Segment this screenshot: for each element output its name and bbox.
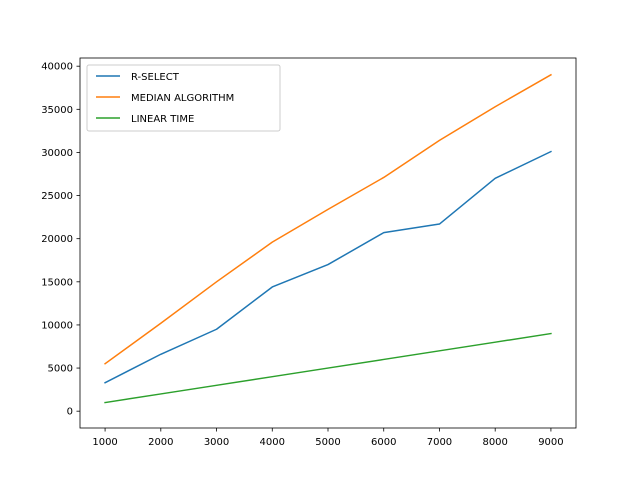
series-line-r-select (104, 150, 552, 384)
x-axis: 1000 2000 3000 4000 5000 6000 7000 8000 9000 (92, 428, 564, 448)
y-tick-label: 15000 (41, 277, 73, 288)
legend-box (86, 64, 281, 132)
plot-frame (79, 57, 577, 429)
x-tick-label: 7000 (427, 437, 452, 448)
series-line-median-algorithm (104, 73, 552, 365)
plot-series (104, 73, 552, 404)
x-tick-label: 4000 (260, 437, 285, 448)
y-tick-label: 20000 (41, 234, 73, 245)
legend-label-r-select: R-SELECT (131, 72, 180, 83)
legend-label-linear-time: LINEAR TIME (131, 114, 194, 125)
y-tick-label: 0 (67, 407, 73, 418)
x-tick-label: 6000 (371, 437, 396, 448)
x-tick-label: 2000 (148, 437, 173, 448)
y-tick-label: 10000 (41, 320, 73, 331)
x-tick-label: 9000 (538, 437, 563, 448)
x-tick-label: 3000 (204, 437, 229, 448)
series-line-linear-time (104, 332, 552, 404)
y-axis: 0 5000 10000 15000 20000 25000 30000 35000 40000 (41, 62, 80, 418)
legend-label-median-algorithm: MEDIAN ALGORITHM (131, 93, 234, 104)
y-tick-label: 30000 (41, 148, 73, 159)
x-tick-label: 8000 (482, 437, 507, 448)
y-tick-label: 25000 (41, 191, 73, 202)
y-tick-label: 5000 (48, 364, 73, 375)
y-tick-label: 35000 (41, 105, 73, 116)
y-tick-label: 40000 (41, 62, 73, 73)
legend: R-SELECT MEDIAN ALGORITHM LINEAR TIME (86, 64, 281, 132)
x-tick-label: 5000 (315, 437, 340, 448)
x-tick-label: 1000 (92, 437, 117, 448)
